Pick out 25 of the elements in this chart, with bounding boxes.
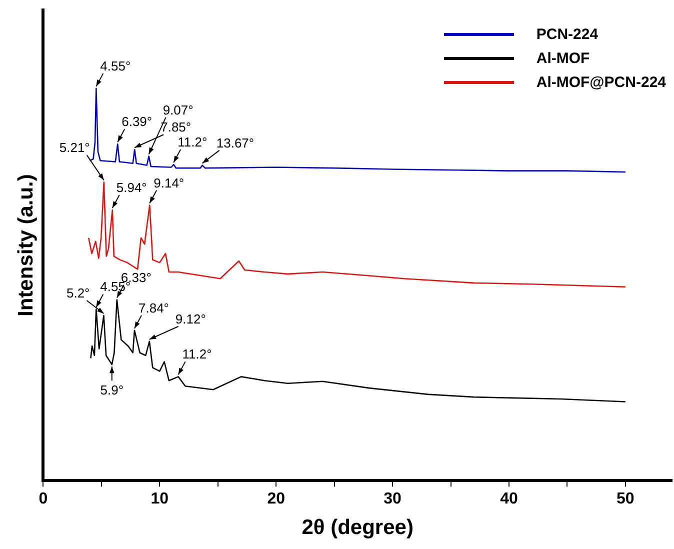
annotation: 9.14°: [154, 175, 184, 190]
x-axis-title: 2θ (degree): [302, 516, 414, 540]
x-tick-label: 30: [384, 490, 402, 508]
annotation: 9.07°: [162, 102, 194, 118]
annotation: 5.9°: [100, 382, 124, 398]
legend-label: Al-MOF@PCN-224: [536, 74, 666, 90]
y-axis-title: Intensity (a.u.): [14, 174, 38, 316]
legend-label: PCN-224: [536, 26, 598, 42]
annotation: 7.85°: [160, 120, 192, 135]
annotation: 13.67°: [216, 135, 254, 150]
annotation: 7.84°: [138, 300, 170, 316]
x-tick-label: 20: [267, 490, 286, 508]
annotation: 11.2°: [178, 134, 208, 150]
x-tick-label: 10: [150, 490, 169, 508]
x-tick-label: 50: [616, 490, 634, 508]
legend-label: Al-MOF: [536, 50, 590, 66]
annotation: 5.2°: [66, 286, 90, 300]
annotation: 6.39°: [122, 114, 152, 130]
annotation: 5.94°: [116, 180, 147, 196]
annotation: 4.55°: [100, 58, 131, 74]
annotation: 5.21°: [59, 140, 90, 156]
annotation: 11.2°: [182, 346, 212, 362]
x-tick-label: 40: [500, 490, 518, 508]
x-tick-label: 0: [38, 490, 48, 508]
annotation: 9.12°: [175, 311, 206, 326]
